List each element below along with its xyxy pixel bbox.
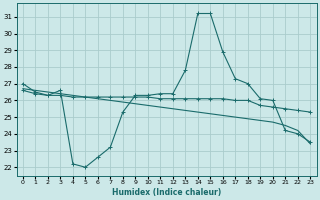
X-axis label: Humidex (Indice chaleur): Humidex (Indice chaleur)	[112, 188, 221, 197]
